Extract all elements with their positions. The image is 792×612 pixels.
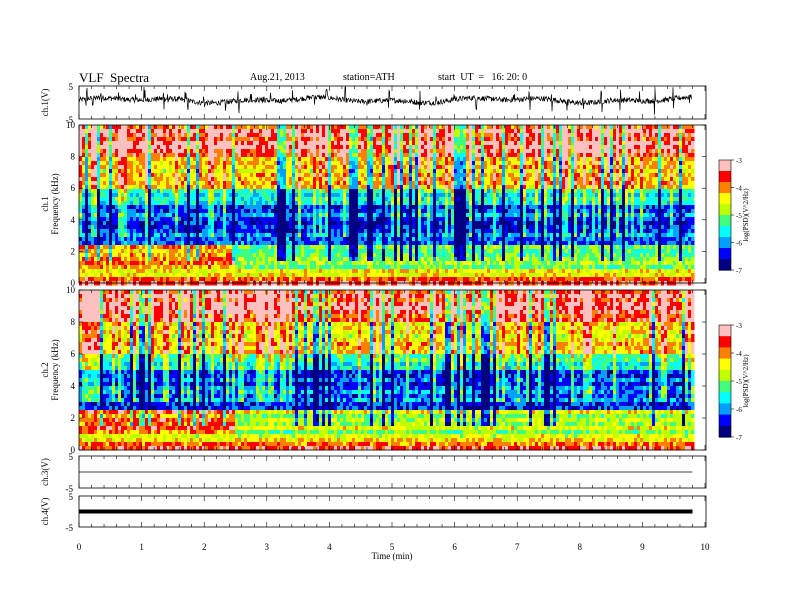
ch1-waveform-ytick-top: 5 (69, 82, 74, 92)
x-ticklabel-10: 10 (701, 542, 711, 552)
ch2-spectrogram-ytick-2: 2 (71, 413, 76, 423)
ch1-spectrogram-colorbar-ticklabel: -3 (736, 157, 742, 165)
ch1-spectrogram-channel-label: ch.1 (40, 196, 50, 211)
ch4-waveform-ytick-bottom: -5 (66, 523, 74, 533)
ch2-spectrogram-colorbar-label: log(PSD)(V^2/Hz) (742, 354, 750, 408)
ch4-waveform-trace (79, 509, 693, 514)
x-ticklabel-1: 1 (139, 542, 144, 552)
ch1-spectrogram-colorbar-ticklabel: -7 (736, 267, 742, 275)
ch1-spectrogram-ytick-0: 0 (71, 278, 76, 288)
ch1-spectrogram-ytick-2: 2 (71, 246, 76, 256)
ch2-spectrogram-ytick-0: 0 (71, 445, 76, 455)
ch1-spectrogram-colorbar-ticklabel: -6 (736, 240, 742, 248)
x-ticklabel-5: 5 (390, 542, 395, 552)
ch2-spectrogram-ytick-8: 8 (71, 317, 76, 327)
x-axis-label: Time (min) (372, 551, 413, 561)
x-ticklabel-0: 0 (77, 542, 82, 552)
ch4-waveform-ylabel: ch.4(V) (40, 498, 50, 526)
x-ticklabel-3: 3 (265, 542, 270, 552)
ch2-spectrogram-heatmap (79, 290, 695, 451)
x-ticklabel-6: 6 (452, 542, 457, 552)
ch2-spectrogram-colorbar-ticklabel: -7 (736, 434, 742, 442)
ch2-spectrogram-colorbar-ticklabel: -5 (736, 378, 742, 386)
ch2-spectrogram-ytick-10: 10 (66, 285, 76, 295)
x-ticklabel-9: 9 (640, 542, 645, 552)
ch2-spectrogram-ytick-4: 4 (71, 381, 76, 391)
ch1-waveform-frame (78, 85, 707, 120)
ch1-spectrogram-heatmap (79, 125, 695, 286)
ch2-spectrogram-ylabel: Frequency (kHz) (50, 339, 60, 400)
ch1-waveform-ylabel: ch.1(V) (40, 89, 50, 117)
ch2-spectrogram-colorbar-ticklabel: -3 (736, 322, 742, 330)
ch1-spectrogram-ylabel: Frequency (kHz) (50, 173, 60, 234)
ch1-waveform-ytick-bottom: -5 (66, 115, 74, 125)
x-ticklabel-2: 2 (202, 542, 207, 552)
ch1-waveform-trace (78, 85, 693, 115)
ch1-spectrogram-ytick-10: 10 (66, 120, 76, 130)
ch1-spectrogram-colorbar-label: log(PSD)(V^2/Hz) (742, 188, 750, 242)
x-ticklabel-7: 7 (515, 542, 520, 552)
date-label: Aug.21, 2013 (250, 72, 305, 83)
ch1-spectrogram-ytick-8: 8 (71, 152, 76, 162)
ch3-waveform-ytick-top: 5 (69, 452, 74, 462)
ch2-spectrogram-colorbar-ticklabel: -6 (736, 406, 742, 414)
ch2-spectrogram-colorbar-ticklabel: -4 (736, 350, 742, 358)
ch1-spectrogram-colorbar-ticklabel: -4 (736, 185, 742, 193)
x-ticklabel-4: 4 (327, 542, 332, 552)
ch1-spectrogram-colorbar-ticklabel: -5 (736, 212, 742, 220)
ch2-spectrogram-ytick-6: 6 (71, 349, 76, 359)
station-label: station=ATH (343, 72, 395, 83)
ch2-spectrogram-channel-label: ch.2 (40, 362, 50, 377)
ch1-spectrogram-ytick-4: 4 (71, 215, 76, 225)
ch2-spectrogram-frame (78, 289, 707, 451)
start-time-label: start UT = 16: 20: 0 (438, 72, 528, 83)
ch3-waveform-ylabel: ch.3(V) (40, 458, 50, 486)
ch4-waveform-ytick-top: 5 (69, 492, 74, 502)
ch1-spectrogram-ytick-6: 6 (71, 183, 76, 193)
ch1-spectrogram-frame (78, 124, 707, 284)
ch3-waveform-ytick-bottom: -5 (66, 484, 74, 494)
figure-title: VLF Spectra (79, 70, 150, 85)
x-ticklabel-8: 8 (578, 542, 583, 552)
